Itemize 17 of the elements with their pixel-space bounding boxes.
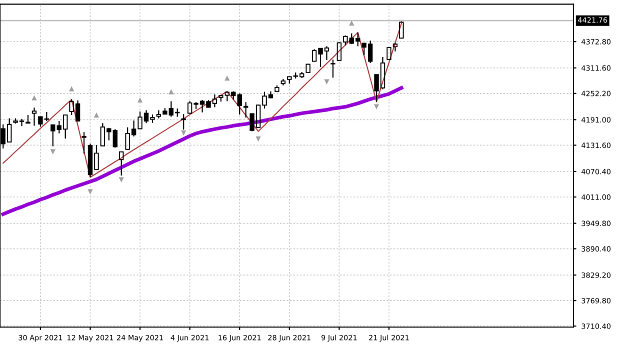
point	[32, 95, 37, 100]
point	[324, 79, 330, 85]
point	[118, 177, 124, 182]
point	[94, 112, 100, 118]
point	[88, 189, 93, 194]
point	[50, 149, 56, 155]
candlestick	[32, 107, 37, 126]
point	[349, 20, 354, 26]
point	[224, 75, 230, 81]
point	[137, 97, 143, 103]
line-series	[1, 86, 404, 216]
point	[374, 104, 380, 110]
point	[256, 136, 261, 142]
point	[168, 89, 174, 94]
point	[180, 130, 186, 136]
line-series	[2, 22, 402, 178]
point	[68, 86, 74, 92]
